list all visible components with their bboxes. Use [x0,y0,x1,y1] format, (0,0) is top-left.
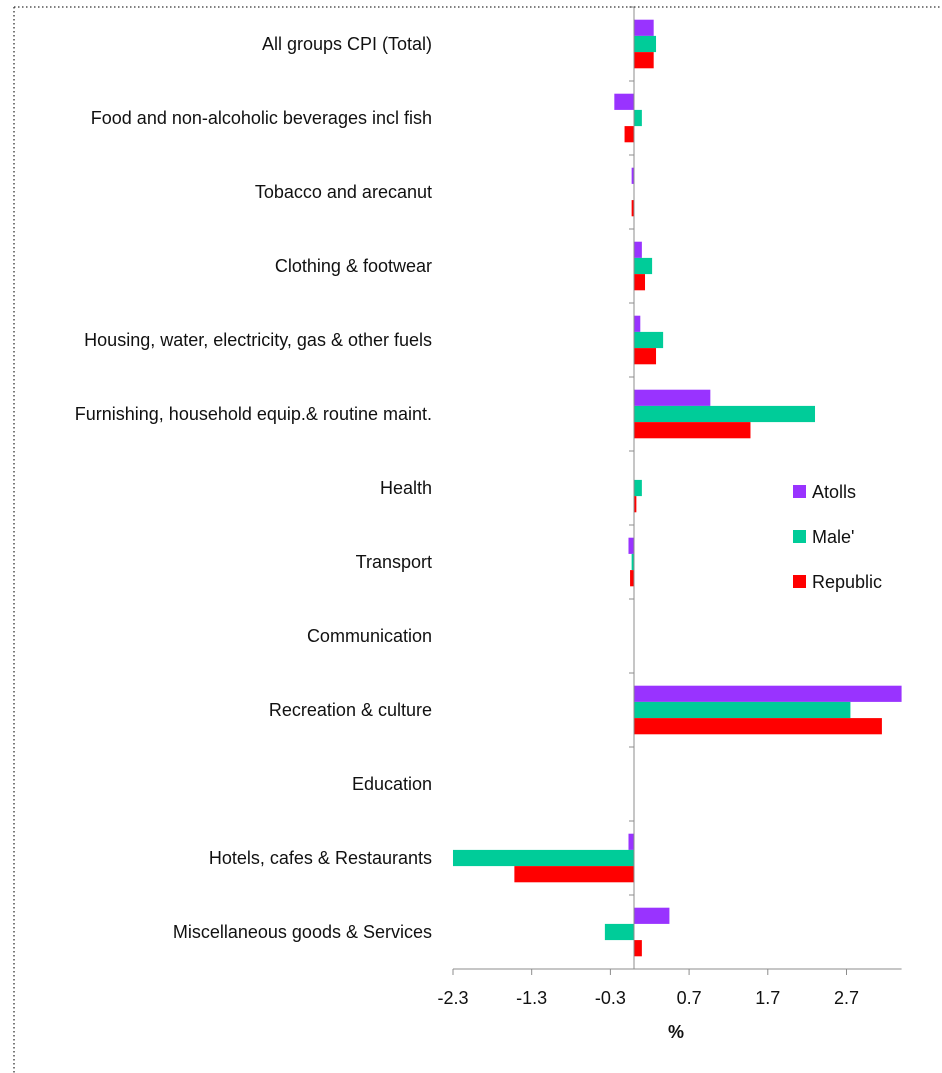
legend: Atolls Male' Republic [793,482,882,592]
bar-atolls [634,19,654,36]
category-label: Tobacco and arecanut [255,182,432,202]
category-label: Hotels, cafes & Restaurants [209,848,432,868]
bar-republic [634,940,642,957]
plot-area: All groups CPI (Total) Food and non-alcoh… [75,6,902,1042]
bar-atolls [634,685,902,702]
bar-republic [631,200,634,217]
bar-male [634,405,816,423]
category-label: Furnishing, household equip.& routine ma… [75,404,432,424]
category-label: Transport [356,552,432,572]
category-label: All groups CPI (Total) [262,34,432,54]
bar-republic [634,422,751,439]
bar-atolls [634,389,711,406]
bar-atolls [634,241,642,258]
legend-swatch-atolls [793,485,806,498]
legend-label: Republic [812,572,882,592]
x-tick-label: -2.3 [437,988,468,1008]
bar-republic [634,348,657,365]
x-axis-title: % [668,1022,684,1042]
x-tick-label: 0.7 [677,988,702,1008]
category-label: Recreation & culture [269,700,432,720]
bar-male [634,701,851,719]
bar-republic [634,274,646,291]
bar-male [452,849,634,867]
bar-republic [514,866,634,883]
bar-republic [630,570,634,587]
x-tick-label: -0.3 [595,988,626,1008]
bar-male [634,35,657,53]
bar-atolls [631,167,634,184]
category-label: Education [352,774,432,794]
x-tick-label: 2.7 [834,988,859,1008]
bar-male [634,257,653,275]
bar-male [634,331,664,349]
category-label: Health [380,478,432,498]
bar-atolls [634,907,670,924]
category-label: Clothing & footwear [275,256,432,276]
bar-atolls [628,537,634,554]
bar-male [634,479,642,497]
bar-republic [634,496,637,513]
legend-swatch-republic [793,575,806,588]
bar-male [634,109,642,127]
category-label: Food and non-alcoholic beverages incl fi… [91,108,432,128]
category-label: Communication [307,626,432,646]
bar-male [631,553,634,571]
x-tick-label: 1.7 [755,988,780,1008]
category-label: Miscellaneous goods & Services [173,922,432,942]
legend-label: Male' [812,527,854,547]
bar-republic [634,718,882,735]
x-tick-label: -1.3 [516,988,547,1008]
bar-male [604,923,634,941]
category-label: Housing, water, electricity, gas & other… [84,330,432,350]
bar-atolls [628,833,634,850]
bar-atolls [634,315,641,332]
bar-republic [634,52,654,69]
bar-atolls [614,93,634,110]
bar-republic [624,126,634,143]
legend-label: Atolls [812,482,856,502]
legend-swatch-male [793,530,806,543]
